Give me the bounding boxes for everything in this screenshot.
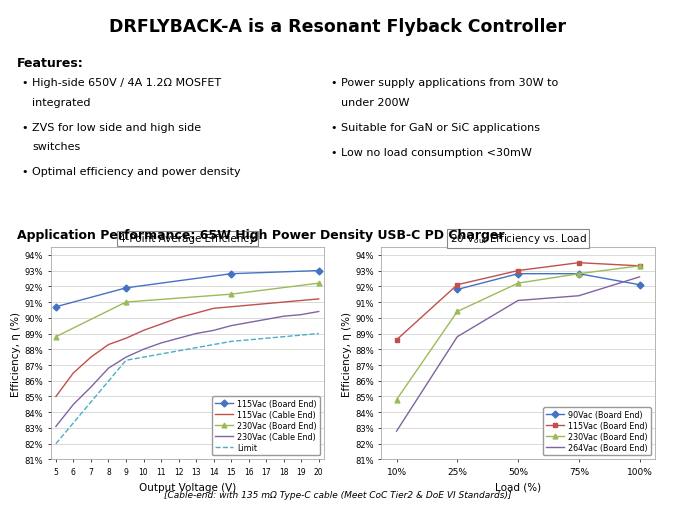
115Vac (Cable End) bbox=[140, 328, 148, 334]
Legend: 90Vac (Board End), 115Vac (Board End), 230Vac (Board End), 264Vac (Board End): 90Vac (Board End), 115Vac (Board End), 2… bbox=[543, 407, 651, 456]
Text: Application Performance: 65W High Power Density USB-C PD Charger: Application Performance: 65W High Power … bbox=[17, 228, 504, 241]
90Vac (Board End) bbox=[635, 282, 643, 288]
230Vac (Cable End) bbox=[262, 317, 270, 323]
115Vac (Cable End) bbox=[175, 315, 183, 321]
230Vac (Cable End) bbox=[52, 424, 60, 430]
Title: 4-Point Average Efficiency: 4-Point Average Efficiency bbox=[119, 234, 255, 244]
115Vac (Cable End) bbox=[105, 342, 113, 348]
264Vac (Board End) bbox=[574, 293, 583, 299]
230Vac (Cable End) bbox=[87, 384, 95, 390]
264Vac (Board End) bbox=[392, 428, 400, 434]
Y-axis label: Efficiency, η (%): Efficiency, η (%) bbox=[342, 311, 352, 396]
Line: 90Vac (Board End): 90Vac (Board End) bbox=[455, 272, 642, 292]
115Vac (Board End) bbox=[574, 260, 583, 266]
115Vac (Cable End) bbox=[70, 370, 78, 376]
115Vac (Cable End) bbox=[209, 306, 217, 312]
Text: High-side 650V / 4A 1.2Ω MOSFET: High-side 650V / 4A 1.2Ω MOSFET bbox=[32, 78, 221, 88]
Legend: 115Vac (Board End), 115Vac (Cable End), 230Vac (Board End), 230Vac (Cable End), : 115Vac (Board End), 115Vac (Cable End), … bbox=[212, 396, 320, 456]
115Vac (Board End) bbox=[315, 268, 323, 274]
230Vac (Cable End) bbox=[192, 331, 200, 337]
Text: Power supply applications from 30W to: Power supply applications from 30W to bbox=[341, 78, 558, 88]
Text: Features:: Features: bbox=[17, 57, 84, 70]
230Vac (Cable End) bbox=[244, 320, 252, 326]
230Vac (Cable End) bbox=[315, 309, 323, 315]
115Vac (Board End) bbox=[635, 263, 643, 269]
Y-axis label: Efficiency, η (%): Efficiency, η (%) bbox=[11, 311, 22, 396]
Line: 115Vac (Board End): 115Vac (Board End) bbox=[394, 261, 642, 342]
230Vac (Board End) bbox=[514, 281, 522, 287]
230Vac (Board End) bbox=[392, 397, 400, 403]
230Vac (Board End) bbox=[635, 263, 643, 269]
230Vac (Board End) bbox=[227, 291, 235, 297]
230Vac (Cable End) bbox=[297, 312, 305, 318]
115Vac (Cable End) bbox=[262, 301, 270, 307]
115Vac (Board End) bbox=[392, 337, 400, 343]
Text: •: • bbox=[331, 148, 338, 158]
115Vac (Cable End) bbox=[157, 321, 165, 327]
Text: •: • bbox=[331, 123, 338, 133]
230Vac (Board End) bbox=[574, 271, 583, 277]
Text: DRFLYBACK-A is a Resonant Flyback Controller: DRFLYBACK-A is a Resonant Flyback Contro… bbox=[109, 18, 566, 36]
Line: 115Vac (Board End): 115Vac (Board End) bbox=[53, 269, 321, 310]
230Vac (Cable End) bbox=[105, 366, 113, 372]
115Vac (Board End) bbox=[514, 268, 522, 274]
Line: 264Vac (Board End): 264Vac (Board End) bbox=[396, 277, 639, 431]
115Vac (Board End) bbox=[227, 271, 235, 277]
115Vac (Cable End) bbox=[122, 335, 130, 341]
230Vac (Cable End) bbox=[157, 340, 165, 346]
264Vac (Board End) bbox=[514, 298, 522, 304]
264Vac (Board End) bbox=[635, 274, 643, 280]
Line: 230Vac (Board End): 230Vac (Board End) bbox=[53, 281, 321, 339]
230Vac (Cable End) bbox=[122, 355, 130, 361]
Line: 230Vac (Board End): 230Vac (Board End) bbox=[394, 264, 642, 402]
Text: •: • bbox=[22, 78, 28, 88]
Limit bbox=[227, 339, 235, 345]
115Vac (Cable End) bbox=[227, 304, 235, 310]
X-axis label: Output Voltage (V): Output Voltage (V) bbox=[138, 482, 236, 492]
90Vac (Board End) bbox=[453, 287, 461, 293]
115Vac (Board End) bbox=[122, 285, 130, 291]
Text: •: • bbox=[331, 78, 338, 88]
230Vac (Cable End) bbox=[140, 346, 148, 352]
230Vac (Board End) bbox=[315, 281, 323, 287]
230Vac (Cable End) bbox=[209, 328, 217, 334]
230Vac (Cable End) bbox=[227, 323, 235, 329]
90Vac (Board End) bbox=[574, 271, 583, 277]
115Vac (Cable End) bbox=[87, 355, 95, 361]
Text: [Cable-end: with 135 mΩ Type-C cable (Meet CoC Tier2 & DoE VI Standards)]: [Cable-end: with 135 mΩ Type-C cable (Me… bbox=[164, 490, 511, 499]
230Vac (Board End) bbox=[453, 309, 461, 315]
115Vac (Cable End) bbox=[52, 394, 60, 400]
X-axis label: Load (%): Load (%) bbox=[495, 482, 541, 492]
Text: •: • bbox=[22, 123, 28, 133]
90Vac (Board End) bbox=[514, 271, 522, 277]
115Vac (Cable End) bbox=[244, 302, 252, 309]
Limit bbox=[122, 358, 130, 364]
Limit bbox=[315, 331, 323, 337]
Line: 115Vac (Cable End): 115Vac (Cable End) bbox=[56, 299, 319, 397]
115Vac (Board End) bbox=[52, 304, 60, 310]
Text: integrated: integrated bbox=[32, 97, 91, 108]
230Vac (Cable End) bbox=[279, 314, 288, 320]
Text: Suitable for GaN or SiC applications: Suitable for GaN or SiC applications bbox=[341, 123, 540, 133]
115Vac (Cable End) bbox=[279, 299, 288, 306]
230Vac (Board End) bbox=[122, 299, 130, 306]
264Vac (Board End) bbox=[453, 334, 461, 340]
Text: Low no load consumption <30mW: Low no load consumption <30mW bbox=[341, 148, 532, 158]
115Vac (Cable End) bbox=[315, 296, 323, 302]
115Vac (Cable End) bbox=[192, 311, 200, 317]
Line: 230Vac (Cable End): 230Vac (Cable End) bbox=[56, 312, 319, 427]
Text: Optimal efficiency and power density: Optimal efficiency and power density bbox=[32, 167, 241, 177]
230Vac (Board End) bbox=[52, 334, 60, 340]
Text: ZVS for low side and high side: ZVS for low side and high side bbox=[32, 123, 202, 133]
115Vac (Cable End) bbox=[297, 298, 305, 304]
Limit bbox=[52, 441, 60, 447]
Line: Limit: Limit bbox=[56, 334, 319, 444]
230Vac (Cable End) bbox=[70, 401, 78, 408]
Text: under 200W: under 200W bbox=[341, 97, 409, 108]
115Vac (Board End) bbox=[453, 282, 461, 288]
Title: 20 V$_\mathregular{out}$ Efficiency vs. Load: 20 V$_\mathregular{out}$ Efficiency vs. … bbox=[450, 232, 587, 246]
230Vac (Cable End) bbox=[175, 335, 183, 341]
Text: switches: switches bbox=[32, 142, 80, 152]
Text: •: • bbox=[22, 167, 28, 177]
